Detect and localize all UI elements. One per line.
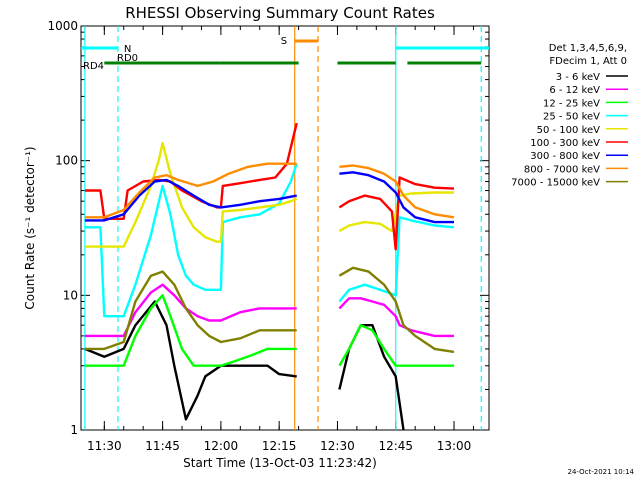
marker-label-rd0: RD0 (117, 53, 138, 64)
series-line-100-300-kev (84, 122, 455, 251)
legend-header-2: FDecim 1, Att 0 (549, 56, 627, 67)
marker-label-rd4: RD4 (83, 61, 104, 72)
legend-label: 12 - 25 keV (543, 98, 600, 109)
series-line-300-800-kev (84, 171, 454, 224)
x-tick-label: 12:15 (262, 439, 297, 453)
y-tick-label: 1000 (47, 19, 78, 33)
legend-label: 100 - 300 keV (530, 138, 600, 149)
x-tick-label: 11:45 (145, 439, 180, 453)
x-tick-label: 11:30 (87, 439, 122, 453)
legend-label: 3 - 6 keV (556, 72, 600, 83)
y-tick-label: 10 (63, 288, 78, 302)
series-line-7000-15000-kev (84, 266, 455, 354)
x-tick-label: 12:45 (378, 439, 413, 453)
x-tick-label: 12:00 (204, 439, 239, 453)
plot-area: 1 10 100 1000 11:30 11:45 12:00 12:15 12:30 12:45… (47, 19, 490, 453)
x-axis-label: Start Time (13-Oct-03 11:23:42) (183, 456, 377, 470)
legend-label: 300 - 800 keV (530, 151, 600, 162)
series-line-800-7000-kev (84, 162, 455, 219)
x-tick-label: 13:00 (437, 439, 472, 453)
marker-label-n: N (124, 44, 131, 55)
legend-label: 50 - 100 keV (537, 125, 601, 136)
series-line-50-100-kev (84, 141, 454, 248)
legend-label: 25 - 50 keV (543, 112, 600, 123)
x-tick-label: 12:30 (320, 439, 355, 453)
legend-label: 800 - 7000 keV (524, 164, 600, 175)
series-line-25-50-kev (84, 163, 455, 318)
y-tick-label: 1 (70, 423, 78, 437)
legend-label: 7000 - 15000 keV (511, 178, 600, 189)
y-tick-label: 100 (55, 154, 78, 168)
footer-date: 24-Oct-2021 10:14 (568, 468, 635, 476)
marker-label-s: S (281, 36, 287, 47)
legend-header-1: Det 1,3,4,5,6,9, (549, 43, 627, 54)
legend: 3 - 6 keV 6 - 12 keV 12 - 25 keV 25 - 50 ke… (511, 72, 628, 189)
series-line-3-6-kev (84, 300, 405, 431)
series-line-12-25-kev (84, 294, 454, 367)
y-axis-label: Count Rate (s⁻¹ detector⁻¹) (23, 146, 37, 309)
chart-title: RHESSI Observing Summary Count Rates (125, 4, 435, 22)
legend-label: 6 - 12 keV (549, 85, 600, 96)
plot-frame (80, 25, 490, 431)
